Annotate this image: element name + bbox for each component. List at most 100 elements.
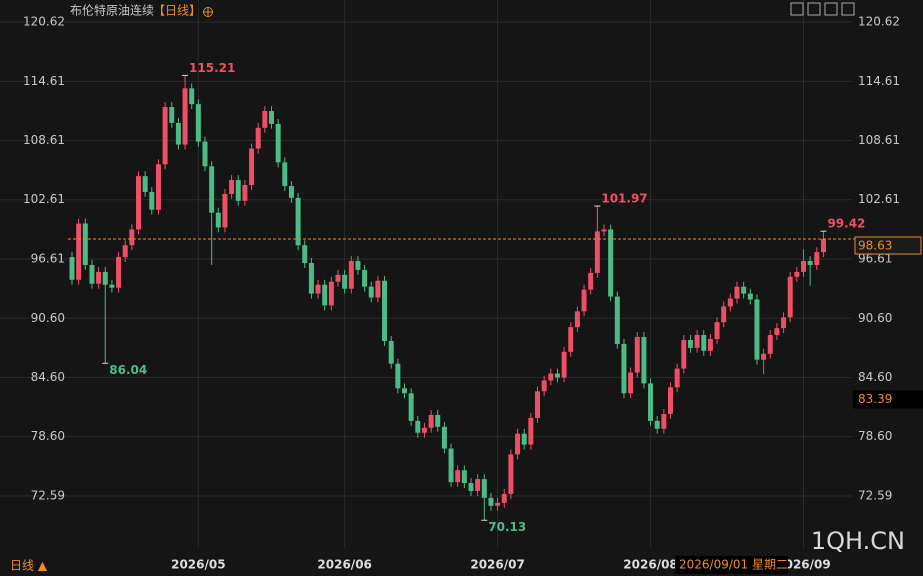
candle-body	[654, 420, 660, 429]
candle-body	[681, 339, 687, 369]
candle-body	[568, 327, 574, 352]
candle-body	[774, 328, 780, 336]
candle-body	[162, 107, 168, 165]
candle-body	[601, 229, 607, 232]
candle-body	[501, 493, 507, 503]
candle-body	[388, 340, 394, 364]
y-tick-label-right: 120.62	[858, 15, 900, 29]
candle-body	[215, 212, 221, 228]
candle-body	[368, 286, 374, 298]
candle-body	[322, 284, 328, 306]
candle-body	[475, 479, 481, 491]
candle-body	[169, 107, 175, 123]
candle-body	[694, 335, 700, 348]
candle-body	[362, 269, 368, 287]
plot	[69, 75, 826, 521]
candle-body	[116, 257, 122, 288]
candle-body	[255, 127, 261, 149]
x-tick-label: 2026/09	[776, 558, 830, 572]
extreme-label: 86.04	[109, 363, 147, 377]
candle-body	[481, 479, 487, 498]
x-tick-label: 2026/07	[470, 558, 524, 572]
candle-body	[495, 502, 501, 506]
candle-body	[515, 433, 521, 455]
candle-body	[781, 317, 787, 329]
candle-body	[594, 231, 600, 273]
candle-body	[288, 186, 294, 198]
candle-body	[641, 337, 647, 384]
candle-body	[701, 335, 707, 351]
y-tick-label: 114.61	[23, 74, 65, 88]
y-tick-label: 96.61	[31, 251, 65, 265]
y-tick-label: 78.60	[31, 429, 65, 443]
toolbar[interactable]	[790, 2, 855, 16]
candle-body	[415, 420, 421, 433]
candle-body	[674, 368, 680, 388]
candle-body	[262, 111, 268, 128]
candle-body	[375, 280, 381, 298]
candle-body	[229, 180, 235, 194]
extreme-label: 99.42	[827, 217, 865, 231]
period-tag[interactable]: 【日线】	[153, 4, 201, 18]
candle-body	[488, 497, 494, 506]
candle-body	[554, 373, 560, 378]
candle-body	[302, 245, 308, 263]
candle-body	[342, 274, 348, 289]
candle-body	[355, 261, 361, 270]
candle-body	[707, 338, 713, 351]
candle-body	[402, 388, 407, 394]
y-tick-label: 108.61	[23, 133, 65, 147]
candle-body	[461, 470, 467, 484]
candle-body	[535, 391, 540, 418]
y-tick-label-right: 84.60	[858, 370, 892, 384]
candle-body	[714, 322, 720, 339]
x-tick-label: 2026/05	[171, 558, 225, 572]
candle-body	[721, 306, 727, 323]
candle-body	[767, 335, 773, 354]
y-tick-label: 72.59	[31, 488, 65, 502]
y-tick-label: 102.61	[23, 192, 65, 206]
candle-body	[614, 296, 620, 344]
candle-body	[668, 387, 673, 414]
candle-body	[182, 88, 188, 145]
candle-body	[89, 264, 95, 284]
candle-body	[754, 299, 760, 360]
candle-body	[295, 197, 301, 246]
y-tick-label-right: 114.61	[858, 74, 900, 88]
candle-body	[315, 284, 321, 294]
candle-body	[581, 289, 587, 312]
candle-body	[209, 166, 215, 213]
candle-body	[96, 271, 102, 284]
candle-body	[308, 262, 314, 294]
watermark: 1QH.CN	[811, 527, 905, 555]
candle-body	[814, 252, 820, 265]
candle-body	[142, 176, 148, 192]
candle-body	[747, 293, 753, 300]
add-icon[interactable]	[203, 7, 213, 17]
candle-body	[335, 274, 341, 282]
candle-body	[269, 111, 274, 124]
candle-body	[155, 164, 161, 210]
candle-body	[628, 372, 634, 394]
candle-body	[441, 426, 447, 449]
candle-body	[76, 223, 82, 280]
candle-body	[468, 483, 474, 491]
candle-body	[734, 286, 740, 299]
y-tick-label-right: 102.61	[858, 192, 900, 206]
candle-body	[189, 88, 195, 105]
candle-body	[621, 343, 627, 394]
candle-body	[574, 311, 580, 328]
candle-body	[608, 229, 614, 297]
candle-body	[787, 276, 793, 318]
candle-body	[328, 281, 334, 306]
candle-body	[348, 261, 354, 289]
y-tick-label-right: 108.61	[858, 133, 900, 147]
candle-body	[634, 337, 640, 373]
period-menu[interactable]: 日线 ▲	[10, 559, 48, 573]
candle-body	[455, 470, 461, 483]
candle-body	[807, 261, 813, 265]
extreme-label: 115.21	[189, 61, 235, 75]
candle-body	[129, 229, 135, 246]
chart-title: 布伦特原油连续	[70, 3, 154, 18]
